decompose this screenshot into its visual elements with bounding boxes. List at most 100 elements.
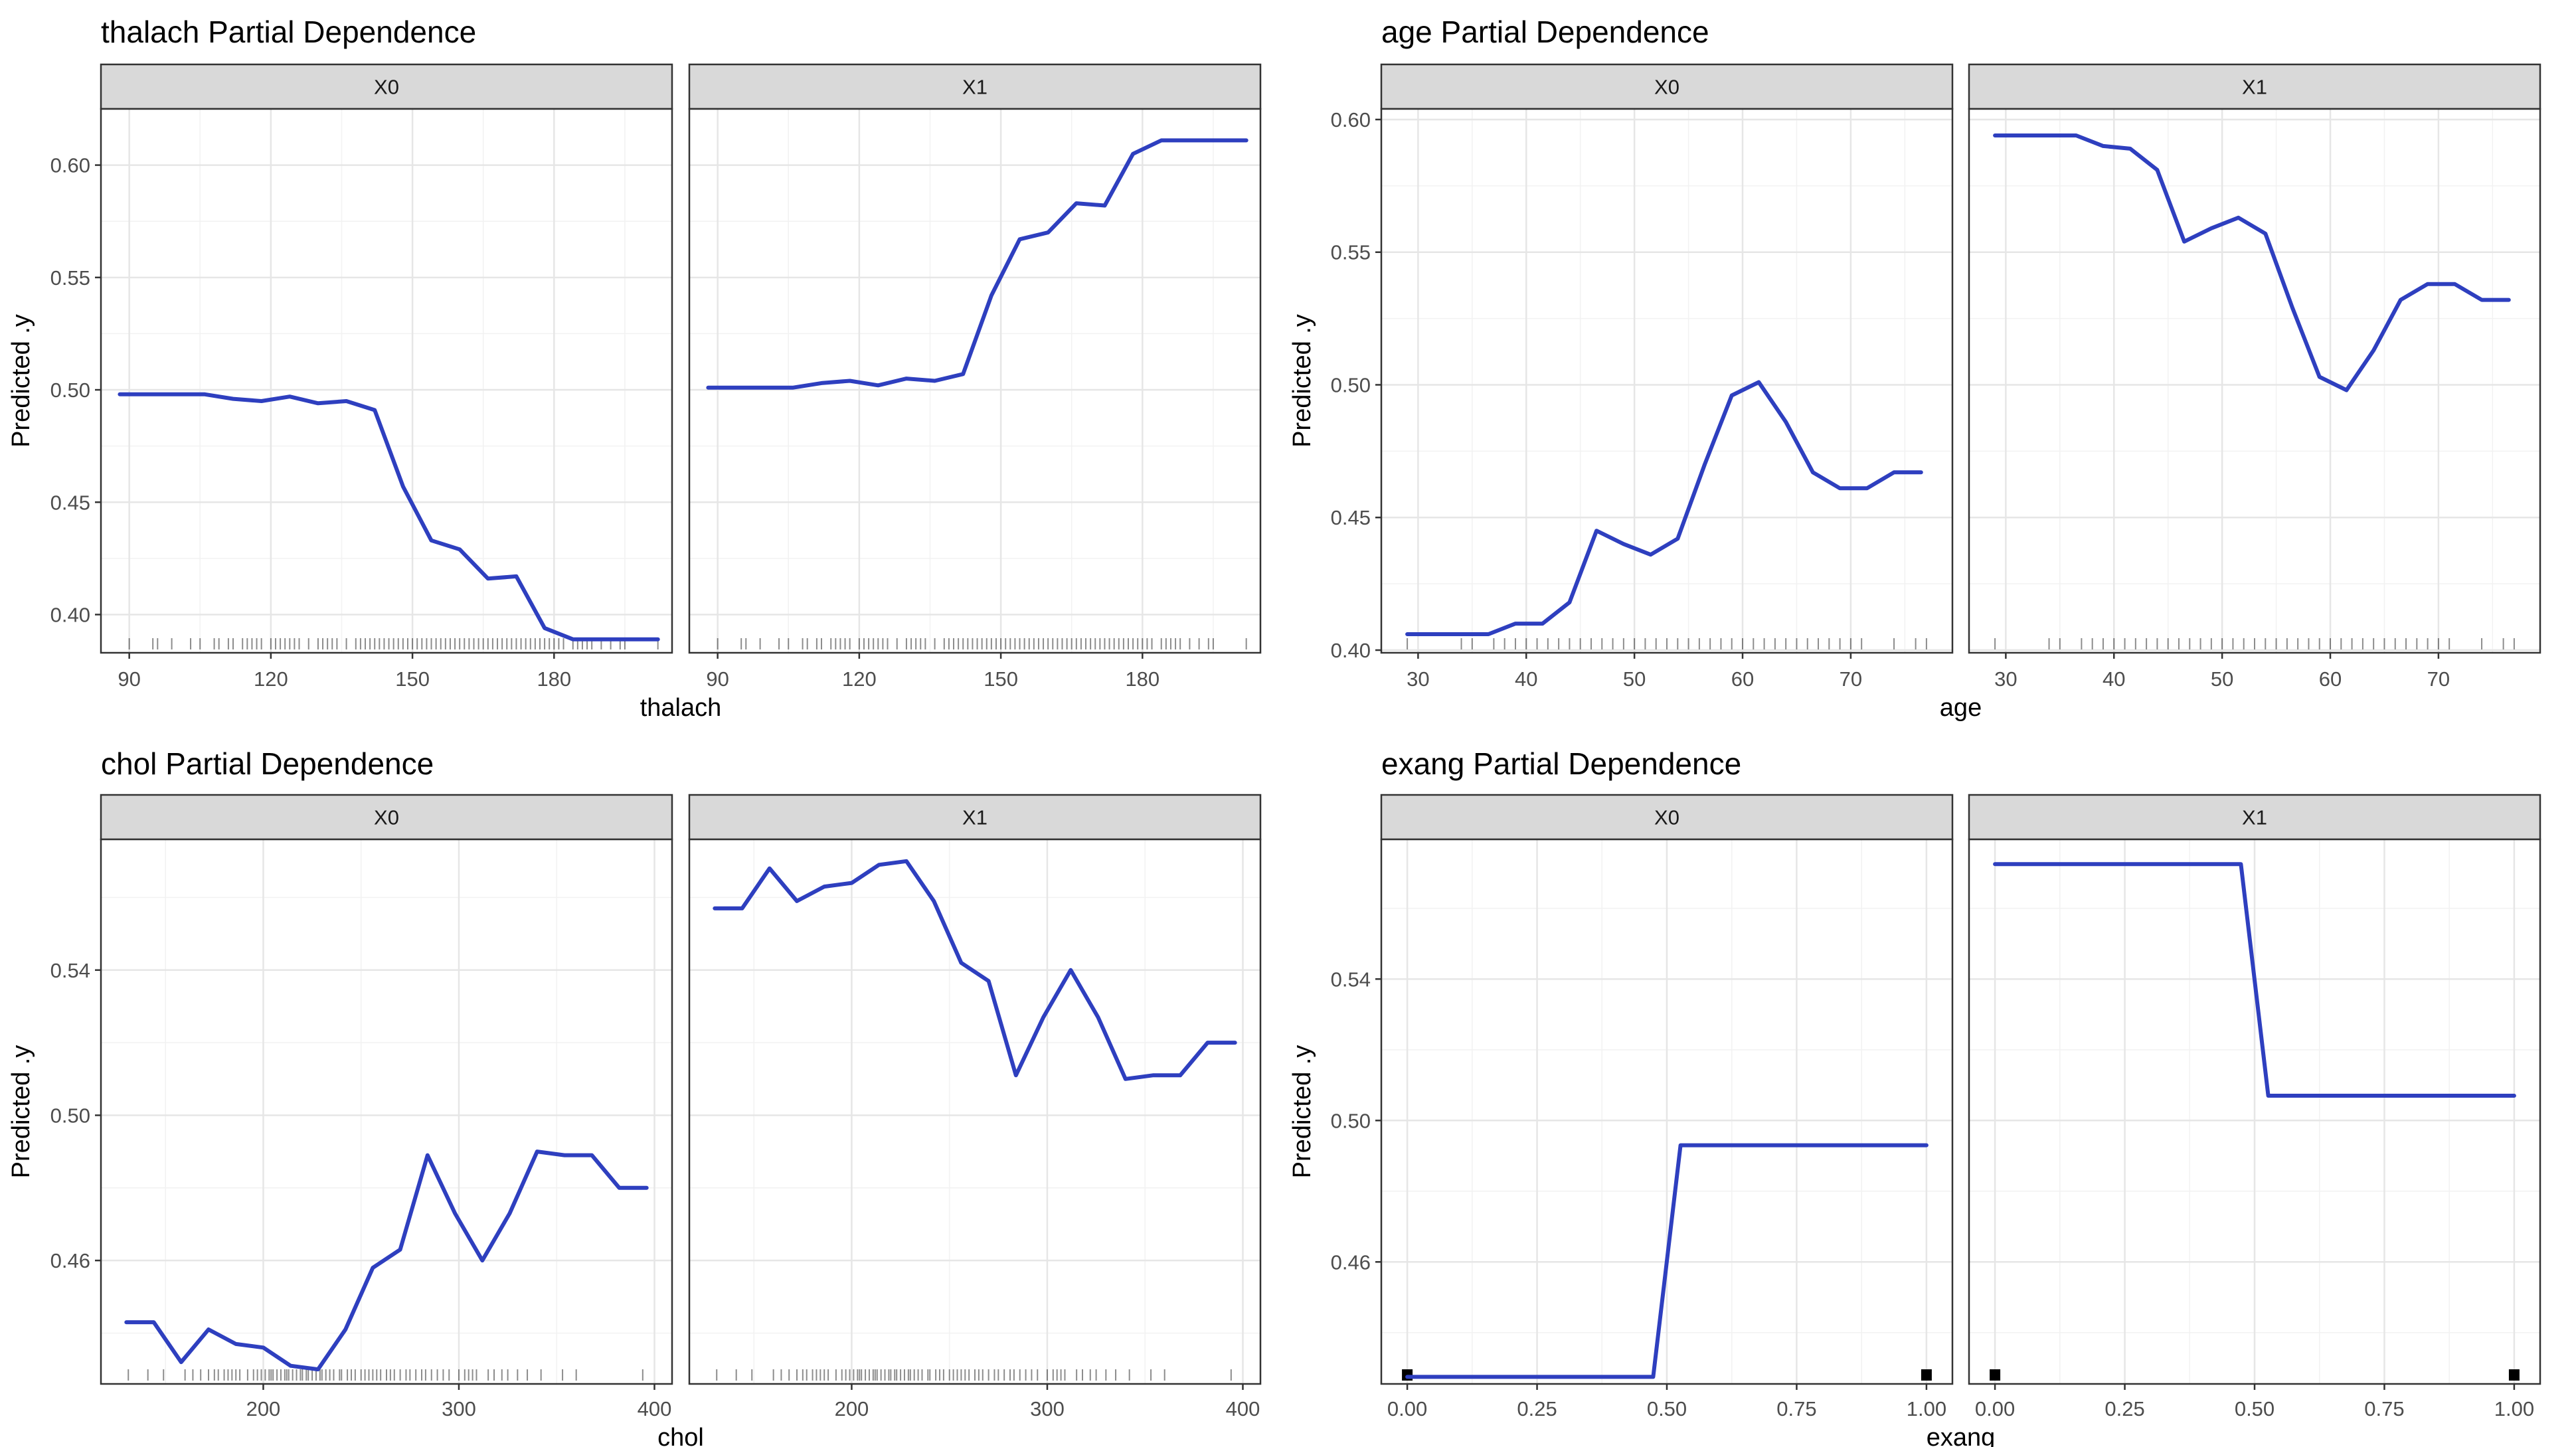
- x-tick-label: 120: [254, 667, 288, 691]
- panel-border: [100, 838, 673, 1385]
- y-tick-label: 0.45: [1331, 506, 1371, 529]
- x-tick-label: 0.25: [2104, 1397, 2144, 1420]
- x-tick-label: 50: [2211, 667, 2233, 691]
- plot-area: [689, 839, 1260, 1384]
- chart-title: chol Partial Dependence: [101, 746, 434, 781]
- panel-border: [688, 108, 1262, 654]
- chart-title: thalach Partial Dependence: [101, 15, 476, 49]
- y-tick-label: 0.54: [1331, 968, 1371, 991]
- facet-label: X1: [962, 806, 987, 829]
- facet-label: X1: [2242, 806, 2267, 829]
- plot-area: [101, 839, 672, 1384]
- y-tick-label: 0.40: [50, 603, 90, 626]
- pd-line: [1405, 380, 1923, 636]
- panel-X1: X1 90 120 150 180: [688, 63, 1262, 691]
- y-tick-label: 0.50: [1331, 373, 1371, 396]
- x-axis-label: chol: [657, 1424, 704, 1447]
- chart-0: thalach Partial Dependence X0 90 120 150 180 0…: [7, 15, 1262, 722]
- y-axis-label: Predicted .y: [1288, 314, 1316, 448]
- y-tick-label: 0.54: [50, 959, 90, 982]
- x-tick-label: 0.75: [2364, 1397, 2404, 1420]
- panel-X0: X0 0.00 0.25 0.50 0.75 1.00 0.46 0.50 0.54: [1331, 794, 1954, 1420]
- x-tick-label: 400: [1226, 1397, 1260, 1420]
- x-tick-label: 30: [1407, 667, 1429, 691]
- panel-border: [1968, 108, 2541, 654]
- y-tick-label: 0.55: [1331, 241, 1371, 264]
- facet-label: X0: [374, 76, 399, 99]
- plot-area: [1381, 109, 1952, 653]
- rug-mark: [2508, 1369, 2520, 1381]
- chart-1: age Partial Dependence X0 30 40 50 60 70 0.40 0.…: [1288, 15, 2541, 722]
- x-axis-label: thalach: [640, 694, 722, 722]
- plot-area: [1969, 109, 2540, 653]
- x-tick-label: 40: [1515, 667, 1537, 691]
- panel-border: [1380, 108, 1954, 654]
- y-tick-label: 0.50: [1331, 1109, 1371, 1132]
- x-tick-label: 0.00: [1975, 1397, 2015, 1420]
- chart-title: age Partial Dependence: [1381, 15, 1709, 49]
- x-tick-label: 400: [638, 1397, 672, 1420]
- y-tick-label: 0.55: [50, 266, 90, 290]
- panel-border: [100, 108, 673, 654]
- chart-3: exang Partial Dependence X0 0.00 0.25 0.50 0.…: [1288, 746, 2541, 1447]
- x-tick-label: 180: [537, 667, 571, 691]
- panel-X0: X0 200 300 400 0.46 0.50 0.54: [50, 794, 673, 1420]
- facet-strip: [100, 63, 673, 110]
- x-tick-label: 0.50: [1647, 1397, 1687, 1420]
- plot-area: [101, 109, 672, 653]
- pd-line: [124, 1149, 649, 1372]
- x-tick-label: 40: [2103, 667, 2125, 691]
- x-tick-label: 200: [246, 1397, 281, 1420]
- x-axis-label: age: [1940, 694, 1982, 722]
- facet-label: X0: [1654, 76, 1679, 99]
- plot-area: [689, 109, 1260, 653]
- pd-line: [1993, 862, 2516, 1098]
- facet-strip: [1968, 63, 2541, 110]
- x-tick-label: 60: [1731, 667, 1754, 691]
- facet-label: X0: [1654, 806, 1679, 829]
- pd-line: [713, 859, 1237, 1081]
- x-tick-label: 0.00: [1387, 1397, 1427, 1420]
- x-tick-label: 50: [1623, 667, 1646, 691]
- x-tick-label: 150: [984, 667, 1018, 691]
- y-tick-label: 0.60: [1331, 108, 1371, 131]
- panel-X1: X1 0.00 0.25 0.50 0.75 1.00: [1968, 794, 2541, 1420]
- x-tick-label: 120: [842, 667, 877, 691]
- facet-label: X0: [374, 806, 399, 829]
- x-axis-label: exang: [1927, 1424, 1996, 1447]
- y-tick-label: 0.46: [50, 1249, 90, 1272]
- panel-X0: X0 30 40 50 60 70 0.40 0.45 0.50 0.55 0.60: [1331, 63, 1954, 691]
- y-tick-label: 0.60: [50, 154, 90, 177]
- pd-line: [118, 392, 660, 641]
- y-axis-label: Predicted .y: [7, 314, 35, 448]
- facet-strip: [1380, 794, 1954, 841]
- y-tick-label: 0.50: [50, 379, 90, 402]
- facet-label: X1: [2242, 76, 2267, 99]
- x-tick-label: 30: [1994, 667, 2017, 691]
- facet-strip: [100, 794, 673, 841]
- x-tick-label: 0.50: [2235, 1397, 2275, 1420]
- rug-mark: [1921, 1369, 1932, 1381]
- panel-X1: X1 200 300 400: [688, 794, 1262, 1420]
- x-tick-label: 70: [1840, 667, 1862, 691]
- panel-X1: X1 30 40 50 60 70: [1968, 63, 2541, 691]
- x-tick-label: 1.00: [2494, 1397, 2534, 1420]
- panel-border: [688, 838, 1262, 1385]
- facet-strip: [1380, 63, 1954, 110]
- pd-line: [706, 138, 1248, 390]
- facet-strip: [688, 794, 1262, 841]
- y-tick-label: 0.50: [50, 1104, 90, 1127]
- x-tick-label: 90: [706, 667, 729, 691]
- x-tick-label: 0.75: [1776, 1397, 1816, 1420]
- x-tick-label: 0.25: [1517, 1397, 1557, 1420]
- x-tick-label: 1.00: [1907, 1397, 1946, 1420]
- x-tick-label: 70: [2427, 667, 2450, 691]
- chart-title: exang Partial Dependence: [1381, 746, 1741, 781]
- y-tick-label: 0.40: [1331, 639, 1371, 662]
- facet-label: X1: [962, 76, 987, 99]
- panel-X0: X0 90 120 150 180 0.40 0.45 0.50 0.55 0.60: [50, 63, 673, 691]
- x-tick-label: 200: [835, 1397, 869, 1420]
- facet-strip: [1968, 794, 2541, 841]
- x-tick-label: 60: [2319, 667, 2342, 691]
